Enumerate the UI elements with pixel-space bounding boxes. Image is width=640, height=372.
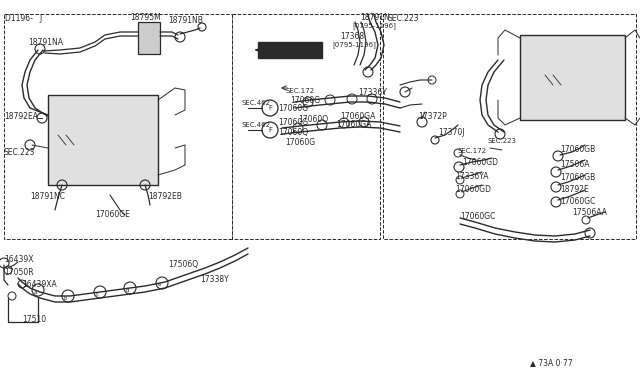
Text: SEC.462: SEC.462 bbox=[242, 100, 271, 106]
Text: SEC.172: SEC.172 bbox=[458, 148, 487, 154]
Text: d: d bbox=[125, 288, 129, 292]
Text: b: b bbox=[63, 295, 67, 301]
Text: 17372P: 17372P bbox=[418, 112, 447, 121]
Text: 17506Q: 17506Q bbox=[168, 260, 198, 269]
Text: 17060G: 17060G bbox=[290, 96, 320, 105]
Text: 17060GA: 17060GA bbox=[340, 112, 376, 121]
Text: 17060G: 17060G bbox=[278, 118, 308, 127]
Text: F: F bbox=[268, 127, 272, 133]
Text: 16439XA: 16439XA bbox=[22, 280, 57, 289]
Text: 17336YA: 17336YA bbox=[455, 172, 488, 181]
Text: 17060GD: 17060GD bbox=[462, 158, 498, 167]
Text: 17506A: 17506A bbox=[560, 160, 589, 169]
Text: 17060GA: 17060GA bbox=[336, 120, 371, 129]
Text: 16439X: 16439X bbox=[4, 255, 33, 264]
Text: 17060Q: 17060Q bbox=[298, 115, 328, 124]
Text: 17060GB: 17060GB bbox=[560, 145, 595, 154]
Text: 18791NB: 18791NB bbox=[168, 16, 203, 25]
Text: D1196-   J: D1196- J bbox=[5, 14, 42, 23]
Text: SEC.223: SEC.223 bbox=[488, 138, 517, 144]
Text: 17060G: 17060G bbox=[285, 138, 315, 147]
Bar bbox=[138, 22, 160, 54]
Text: c: c bbox=[95, 292, 99, 296]
Text: ▲ 73A 0·77: ▲ 73A 0·77 bbox=[530, 358, 573, 367]
Text: 17060GD: 17060GD bbox=[455, 185, 491, 194]
Text: 18791N: 18791N bbox=[360, 13, 390, 22]
Text: SEC.223: SEC.223 bbox=[4, 148, 35, 157]
Text: 17060GB: 17060GB bbox=[560, 173, 595, 182]
Bar bbox=[232, 14, 380, 239]
Text: 17060Q: 17060Q bbox=[278, 128, 308, 137]
Text: [0795-1196]: [0795-1196] bbox=[352, 22, 396, 29]
Bar bbox=[383, 14, 636, 239]
Text: 17060GC: 17060GC bbox=[460, 212, 495, 221]
Text: 17368: 17368 bbox=[340, 32, 364, 41]
Text: SEC.172: SEC.172 bbox=[285, 88, 314, 94]
Text: 18795M: 18795M bbox=[130, 13, 161, 22]
Text: 17060G: 17060G bbox=[278, 104, 308, 113]
Text: a: a bbox=[33, 289, 36, 295]
Text: 17506AA: 17506AA bbox=[572, 208, 607, 217]
Bar bbox=[520, 35, 625, 120]
Text: F: F bbox=[268, 105, 272, 111]
Text: 17510: 17510 bbox=[22, 315, 46, 324]
Text: 17338Y: 17338Y bbox=[200, 275, 228, 284]
Text: 17336Y: 17336Y bbox=[358, 88, 387, 97]
Polygon shape bbox=[258, 42, 322, 58]
Text: 17370J: 17370J bbox=[438, 128, 465, 137]
Text: 18791NC: 18791NC bbox=[30, 192, 65, 201]
Text: 17050R: 17050R bbox=[4, 268, 34, 277]
Text: SEC.223: SEC.223 bbox=[388, 14, 419, 23]
Text: 17060GC: 17060GC bbox=[560, 197, 595, 206]
Text: [0795-1196]: [0795-1196] bbox=[332, 41, 376, 48]
Bar bbox=[4, 14, 232, 239]
Bar bbox=[48, 95, 158, 185]
Text: 17060GE: 17060GE bbox=[95, 210, 130, 219]
Text: 18792EA: 18792EA bbox=[4, 112, 38, 121]
Text: SEC.462: SEC.462 bbox=[242, 122, 271, 128]
Text: e: e bbox=[157, 282, 161, 288]
Text: 18791NA: 18791NA bbox=[28, 38, 63, 47]
Text: 18792E: 18792E bbox=[560, 185, 589, 194]
Text: 18792EB: 18792EB bbox=[148, 192, 182, 201]
